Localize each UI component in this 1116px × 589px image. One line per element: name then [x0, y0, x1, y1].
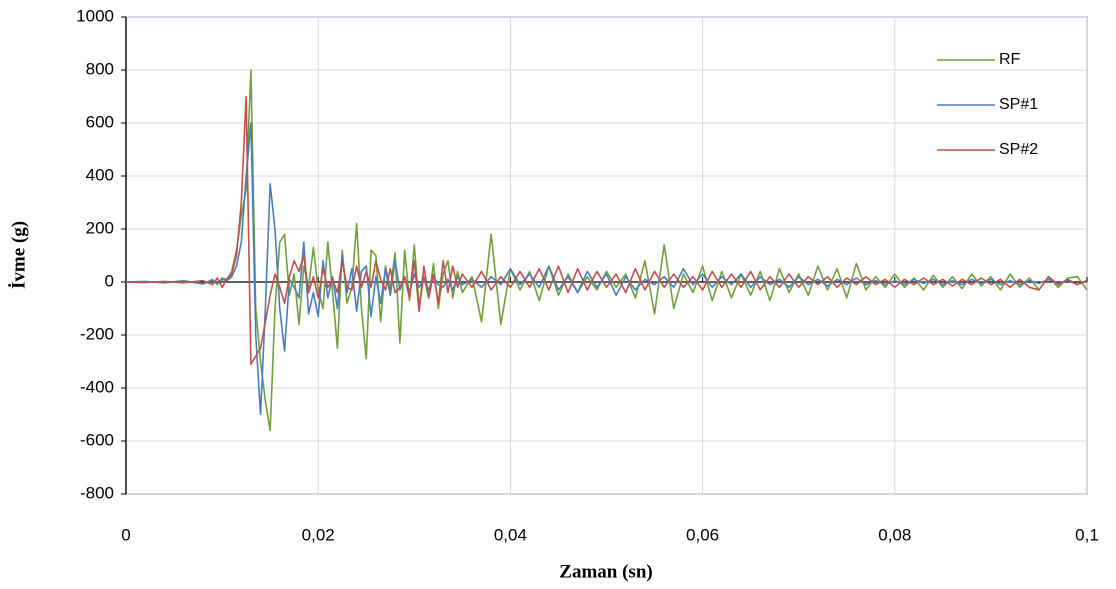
x-tick-label: 0	[121, 525, 130, 544]
y-tick-label: 1000	[76, 6, 114, 25]
x-tick-label: 0,08	[878, 525, 911, 544]
x-tick-label: 0,1	[1075, 525, 1099, 544]
y-tick-label: 800	[86, 59, 114, 78]
series-line	[125, 122, 1088, 416]
y-tick-label: 0	[105, 271, 114, 290]
grid	[125, 16, 1088, 495]
x-tick-label: 0,04	[494, 525, 527, 544]
y-tick-label: -600	[80, 430, 114, 449]
series-line	[125, 69, 1088, 432]
y-tick-label: 400	[86, 165, 114, 184]
x-axis-title: Zaman (sn)	[559, 561, 652, 582]
y-tick-label: -400	[80, 377, 114, 396]
y-tick-label: -800	[80, 483, 114, 502]
series-line	[125, 95, 1088, 365]
legend-label: SP#1	[999, 96, 1038, 113]
y-tick-label: 200	[86, 218, 114, 237]
y-tick-label: -200	[80, 324, 114, 343]
legend-label: SP#2	[999, 141, 1038, 158]
x-tick-label: 0,02	[302, 525, 335, 544]
y-tick-label: 600	[86, 112, 114, 131]
legend-label: RF	[999, 51, 1021, 68]
y-axis-title: İvme (g)	[8, 221, 29, 289]
x-tick-label: 0,06	[686, 525, 719, 544]
